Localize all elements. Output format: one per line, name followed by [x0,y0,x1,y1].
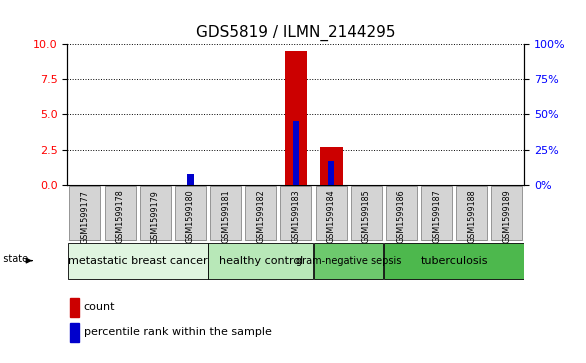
Bar [70,298,79,317]
Bar [320,147,343,185]
Bar [293,121,299,185]
Text: GSM1599186: GSM1599186 [397,189,406,243]
FancyBboxPatch shape [384,242,524,279]
Text: tuberculosis: tuberculosis [420,256,488,266]
Text: metastatic breast cancer: metastatic breast cancer [68,256,207,266]
FancyBboxPatch shape [70,186,100,240]
Text: GSM1599184: GSM1599184 [326,189,336,243]
Text: GSM1599183: GSM1599183 [291,189,301,243]
Text: percentile rank within the sample: percentile rank within the sample [84,327,271,337]
FancyBboxPatch shape [68,242,207,279]
FancyBboxPatch shape [105,186,135,240]
Text: disease state: disease state [0,254,28,264]
FancyBboxPatch shape [314,242,383,279]
Text: GSM1599182: GSM1599182 [256,189,265,243]
Text: healthy control: healthy control [219,256,303,266]
FancyBboxPatch shape [316,186,346,240]
Text: GSM1599177: GSM1599177 [80,189,90,244]
FancyBboxPatch shape [351,186,381,240]
Bar [328,161,334,185]
FancyBboxPatch shape [140,186,171,240]
Bar [188,174,193,185]
Text: count: count [84,302,115,312]
FancyBboxPatch shape [281,186,311,240]
Text: GSM1599185: GSM1599185 [362,189,371,243]
FancyBboxPatch shape [492,186,522,240]
Text: GSM1599179: GSM1599179 [151,189,160,244]
FancyBboxPatch shape [175,186,206,240]
Text: GSM1599188: GSM1599188 [467,189,476,243]
FancyBboxPatch shape [246,186,276,240]
Bar [70,323,79,342]
FancyBboxPatch shape [456,186,487,240]
FancyBboxPatch shape [209,242,313,279]
FancyBboxPatch shape [386,186,417,240]
Text: GSM1599187: GSM1599187 [432,189,441,243]
Text: GSM1599189: GSM1599189 [502,189,512,243]
Text: gram-negative sepsis: gram-negative sepsis [296,256,401,266]
Text: GSM1599180: GSM1599180 [186,189,195,243]
Bar [285,50,308,185]
Title: GDS5819 / ILMN_2144295: GDS5819 / ILMN_2144295 [196,25,396,41]
Text: GSM1599181: GSM1599181 [221,189,230,243]
Text: GSM1599178: GSM1599178 [115,189,125,243]
FancyBboxPatch shape [210,186,241,240]
FancyBboxPatch shape [421,186,452,240]
